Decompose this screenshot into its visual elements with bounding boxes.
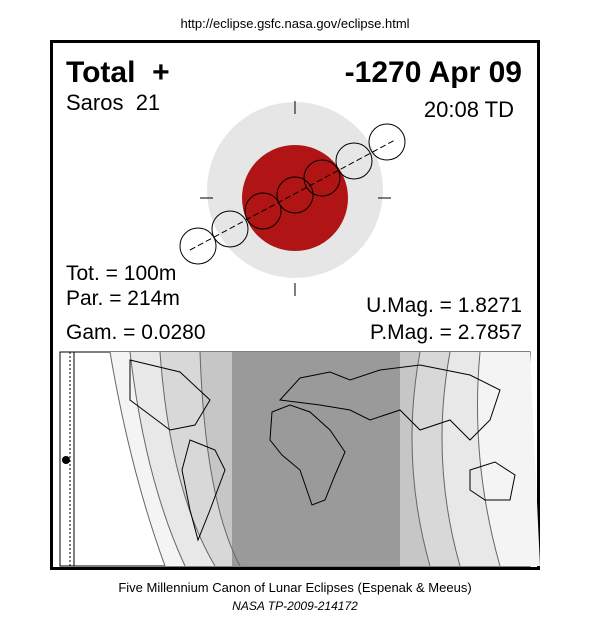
url: http://eclipse.gsfc.nasa.gov/eclipse.htm… [180, 16, 409, 31]
time: 20:08 TD [424, 97, 514, 122]
umbral-magnitude: U.Mag. = 1.8271 [366, 294, 522, 317]
moon-path [189, 139, 396, 251]
date: -1270 Apr 09 [345, 56, 522, 89]
partial-duration: Par. = 214m [66, 287, 180, 310]
saros: Saros 21 [66, 90, 160, 115]
map [59, 351, 540, 567]
footer-title: Five Millennium Canon of Lunar Eclipses … [118, 580, 471, 595]
crosshair [200, 101, 391, 296]
umbra [242, 145, 348, 251]
eclipse-type: Total + [66, 56, 170, 89]
penumbral-magnitude: P.Mag. = 2.7857 [370, 321, 522, 344]
footer-ref: NASA TP-2009-214172 [232, 599, 358, 613]
moon-positions [179, 123, 406, 265]
total-duration: Tot. = 100m [66, 262, 176, 285]
gamma: Gam. = 0.0280 [66, 321, 206, 344]
